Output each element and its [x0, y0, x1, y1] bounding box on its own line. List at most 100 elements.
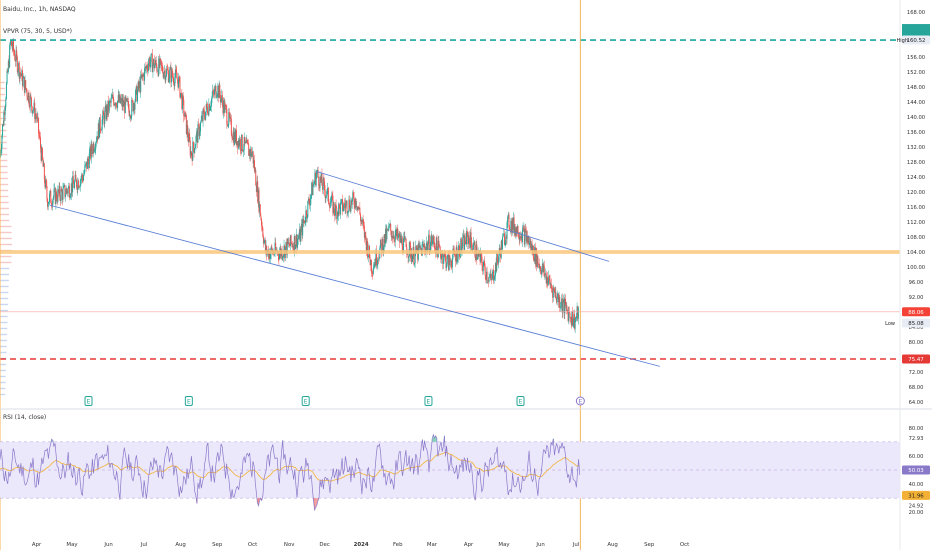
candle-body: [501, 240, 503, 250]
candle-body: [531, 243, 533, 251]
candle-body: [285, 242, 287, 247]
candle-body: [351, 200, 353, 205]
candle-body: [404, 236, 406, 240]
candle-body: [109, 101, 111, 102]
candle-body: [480, 252, 482, 262]
candle-body: [189, 133, 191, 141]
candle-body: [487, 280, 489, 282]
candle-body: [252, 151, 254, 155]
volume-profile-bar: [0, 321, 8, 324]
candle-body: [264, 240, 266, 252]
candle-body: [196, 131, 198, 143]
candle-body: [291, 243, 293, 248]
candle-body: [443, 253, 445, 261]
candle-body: [295, 244, 297, 250]
candle-body: [352, 192, 354, 199]
candle-body: [221, 95, 223, 99]
candle-body: [84, 165, 86, 173]
candle-body: [326, 189, 328, 196]
candle-body: [332, 195, 334, 214]
candle-body: [390, 230, 392, 238]
candle-body: [547, 277, 549, 286]
candle-body: [356, 206, 358, 210]
candle-body: [175, 69, 177, 73]
candle-body: [212, 90, 214, 97]
price-tick-label: 148.00: [907, 85, 925, 91]
candle-body: [14, 60, 16, 62]
candle-body: [52, 200, 54, 207]
candle-body: [164, 70, 166, 81]
time-tick-label: Oct: [680, 542, 689, 548]
candle-body: [45, 179, 47, 188]
candle-body: [523, 227, 525, 229]
candle-body: [512, 219, 514, 230]
time-tick-label: Oct: [248, 542, 257, 548]
candle-body: [482, 266, 484, 272]
candle-body: [143, 74, 145, 81]
candle-body: [486, 271, 488, 281]
candle-body: [378, 258, 380, 260]
candle-body: [67, 187, 69, 194]
candle-body: [189, 140, 191, 156]
candle-body: [198, 124, 200, 136]
volume-profile-bar: [0, 201, 9, 204]
candle-body: [573, 314, 575, 324]
candle-body: [530, 241, 532, 251]
candle-body: [199, 131, 201, 136]
volume-profile-bar: [0, 333, 8, 336]
candle-body: [94, 149, 96, 150]
candle-body: [224, 104, 226, 113]
candle-body: [157, 70, 159, 76]
candle-body: [44, 179, 46, 188]
candle-body: [311, 182, 313, 196]
candle-body: [301, 223, 303, 236]
candle-body: [268, 249, 270, 259]
candle-body: [47, 198, 49, 208]
candle-body: [547, 281, 549, 286]
candle-body: [387, 229, 389, 230]
candle-body: [456, 247, 458, 262]
volume-profile-bar: [0, 327, 8, 330]
candle-body: [161, 65, 163, 67]
candle-body: [440, 253, 442, 260]
candle-body: [165, 76, 167, 81]
candle-body: [410, 253, 412, 259]
volume-profile-bar: [0, 171, 8, 174]
candle-body: [65, 194, 67, 197]
candle-body: [282, 256, 284, 259]
candle-body: [426, 242, 428, 251]
candle-body: [354, 204, 356, 208]
candle-body: [140, 74, 142, 78]
candle-body: [110, 101, 112, 103]
candle-body: [319, 176, 321, 189]
candle-body: [288, 242, 290, 244]
earnings-marker: [84, 396, 93, 406]
low-label: Low: [885, 321, 895, 327]
candle-body: [102, 111, 104, 120]
candle-body: [141, 74, 143, 78]
candle-body: [461, 246, 463, 251]
candle-body: [147, 63, 149, 71]
rsi-ma-label-bg: [902, 490, 930, 500]
candle-body: [336, 211, 338, 220]
candle-body: [541, 263, 543, 269]
candle-body: [350, 200, 352, 212]
candle-body: [296, 234, 298, 248]
candle-body: [239, 139, 241, 150]
candle-body: [436, 237, 438, 248]
candle-body: [15, 50, 17, 62]
candle-body: [516, 227, 518, 233]
candle-body: [257, 189, 259, 202]
candle-body: [219, 95, 221, 103]
candle-body: [214, 86, 216, 89]
candle-body: [34, 102, 36, 120]
candle-body: [439, 246, 441, 247]
candle-body: [0, 148, 2, 153]
candle-body: [256, 181, 258, 192]
candle-body: [500, 240, 502, 258]
price-tick-label: 152.00: [907, 70, 925, 76]
candle-body: [241, 134, 243, 151]
price-tick-label: 100.00: [907, 265, 925, 271]
candle-body: [104, 110, 106, 124]
